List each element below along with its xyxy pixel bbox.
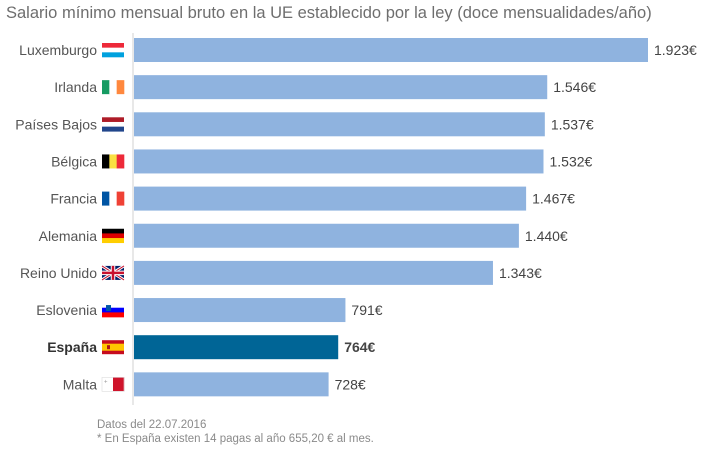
footnote-date: Datos del 22.07.2016 <box>97 419 207 431</box>
category-label: Alemania <box>39 228 98 244</box>
value-label: 791€ <box>351 302 382 318</box>
category-label: Luxemburgo <box>19 42 97 58</box>
flag-be-icon <box>102 154 125 169</box>
bar <box>134 75 548 100</box>
flag-lu-icon <box>102 43 124 58</box>
bar <box>134 223 519 248</box>
bar <box>134 335 339 360</box>
bar-row: España 764€ <box>47 335 376 360</box>
bar-row: Eslovenia 791€ <box>36 298 383 323</box>
category-label: Eslovenia <box>36 302 97 318</box>
bar <box>134 186 527 211</box>
bar <box>134 149 544 174</box>
value-label: 1.440€ <box>525 228 568 244</box>
bar-row: Alemania 1.440€ <box>39 223 568 248</box>
value-label: 728€ <box>335 376 366 392</box>
bar <box>134 298 346 323</box>
value-label: 764€ <box>344 339 375 355</box>
svg-text:+: + <box>104 379 108 385</box>
bar <box>134 112 545 137</box>
flag-gb-icon <box>101 264 125 282</box>
footnote-note: * En España existen 14 pagas al año 655,… <box>97 433 374 445</box>
bar-row: Luxemburgo 1.923€ <box>19 38 697 62</box>
bar <box>134 260 493 285</box>
value-label: 1.467€ <box>532 191 575 207</box>
category-label: Países Bajos <box>15 116 97 132</box>
bar-row: Francia 1.467€ <box>50 186 575 211</box>
bar-row: Bélgica 1.532€ <box>51 149 593 174</box>
bar-row: Reino Unido 1.343€ <box>20 260 542 285</box>
flag-nl-icon <box>102 117 124 132</box>
bar <box>134 372 329 397</box>
value-label: 1.343€ <box>499 265 542 281</box>
flag-es-icon <box>102 340 124 355</box>
value-label: 1.532€ <box>549 153 592 169</box>
flag-fr-icon <box>102 191 125 206</box>
category-label: España <box>47 339 97 355</box>
flag-si-icon <box>102 303 124 318</box>
category-label: Francia <box>50 191 97 207</box>
category-label: Bélgica <box>51 153 97 169</box>
chart-title: Salario mínimo mensual bruto en la UE es… <box>6 4 652 22</box>
flag-ie-icon <box>102 80 125 95</box>
value-label: 1.546€ <box>553 79 596 95</box>
bar <box>134 38 648 62</box>
category-label: Reino Unido <box>20 265 97 281</box>
value-label: 1.537€ <box>551 116 594 132</box>
bar-row: Países Bajos 1.537€ <box>15 112 594 137</box>
bar-row: Irlanda 1.546€ <box>54 75 596 100</box>
value-label: 1.923€ <box>654 42 697 58</box>
flag-mt-icon: + <box>101 377 125 392</box>
category-label: Malta <box>63 376 97 392</box>
bar-row: Malta +728€ <box>63 372 366 397</box>
category-label: Irlanda <box>54 79 97 95</box>
flag-de-icon <box>102 228 124 244</box>
